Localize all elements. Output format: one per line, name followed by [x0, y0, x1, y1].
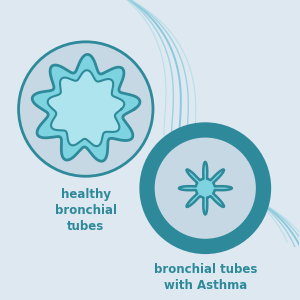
- Text: bronchial tubes
with Asthma: bronchial tubes with Asthma: [154, 263, 257, 292]
- Circle shape: [147, 130, 263, 246]
- Polygon shape: [32, 54, 140, 161]
- Polygon shape: [48, 70, 124, 146]
- Circle shape: [19, 42, 153, 176]
- Polygon shape: [179, 162, 232, 214]
- Text: healthy
bronchial
tubes: healthy bronchial tubes: [55, 188, 117, 233]
